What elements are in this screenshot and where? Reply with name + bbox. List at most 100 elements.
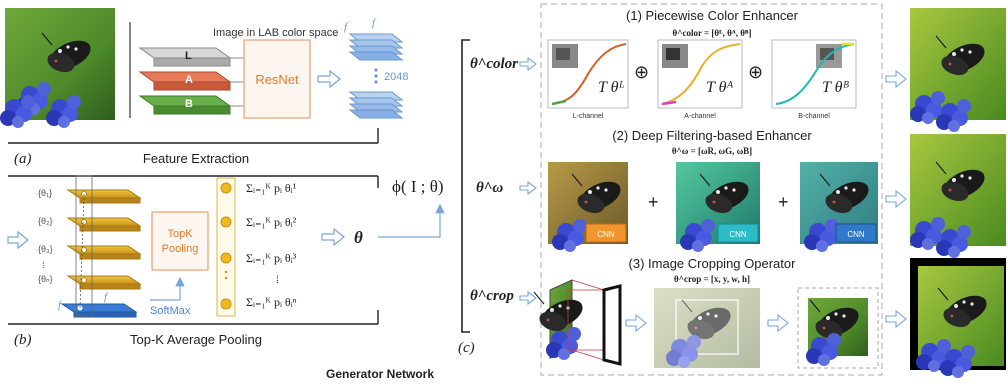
section2-title: (2) Deep Filtering-based Enhancer [612,128,812,143]
curve-t-a: T θᴬ [706,79,733,96]
pooled-vector [216,177,236,317]
channel-label-a: A [185,74,193,86]
arrow-color [519,56,537,72]
plus-2: + [778,192,789,212]
pooled-dot-n [220,298,232,310]
arrow-out-1 [885,69,907,89]
pooling-window [75,175,93,317]
arrow-crop-out [767,313,789,333]
filter-image-b: CNN [800,162,878,252]
cropped-result [797,287,879,369]
theta-output: θ [354,228,363,247]
slab-dim-f1: f [58,299,63,311]
output-image-3 [910,258,1006,378]
panel-c: (c) θ^color θ^ω θ^crop (1) Piecewise Col… [458,3,1006,378]
channel-slab-b: B [138,95,232,115]
channel-label-l: L [185,50,192,62]
cnn-label-r: CNN [597,230,615,239]
section1-title: (1) Piecewise Color Enhancer [626,8,799,23]
curve-t-l: T θᴸ [598,79,625,96]
pooling-column [79,193,85,309]
panel-b: {θ₁} {θ₂} {θ₃} ⁞ {θₙ} [7,175,379,348]
plus-1: + [648,192,659,212]
topk-line2: Pooling [162,243,199,255]
curve-plot-a: T θᴬ A-channel [657,39,743,120]
panel-a: Image in LAB color space L A B ResNet [0,8,408,167]
center-link: ϕ( I ; θ) Generator Network [326,177,445,381]
curve-label-b: B-channel [798,113,830,120]
theta-label-2: {θ₂} [38,216,53,226]
arrow-theta-to-phi [378,203,445,238]
slab-dim-f2: f [104,291,109,303]
arrow-crop-mid [625,313,647,333]
softmax-label: SoftMax [150,305,191,317]
theta-omega-label: θ^ω [476,180,503,196]
resnet-box [243,39,311,119]
topk-pooling-box [151,211,209,271]
panel-a-caption: Feature Extraction [143,151,249,166]
panel-b-caption: Top-K Average Pooling [130,332,262,347]
curve-t-b: T θᴮ [822,79,849,96]
slab-1 [66,189,142,204]
sum-1: Σᵢ₌₁ᴷ pᵢ θᵢ¹ [246,181,297,195]
panel-c-bracket [461,39,470,333]
pooled-dot-2 [220,216,232,228]
output-image-2 [910,134,1006,258]
panel-a-letter: (a) [14,151,32,167]
theta-label-3: {θ₃} [38,244,53,254]
pooled-ellipsis-2 [224,276,228,280]
panel-b-letter: (b) [14,332,32,348]
channel-label-b: B [185,98,193,110]
sum-n: Σᵢ₌₁ᴷ pᵢ θᵢⁿ [246,295,297,309]
cnn-label-b: CNN [847,230,865,239]
feature-count: 2048 [384,71,408,83]
sum-3: Σᵢ₌₁ᴷ pᵢ θᵢ³ [246,251,297,265]
topk-line1: TopK [167,228,193,240]
panel-c-letter: (c) [458,340,475,356]
slab-n [66,275,142,290]
arrow-out-3 [885,309,907,329]
resnet-label: ResNet [255,72,299,87]
arrow-crop [519,290,537,306]
operators-frame [540,3,883,376]
section3-formula: θ^crop = [x, y, w, h] [674,274,750,284]
arrow-to-theta [321,227,345,247]
theta-crop-label: θ^crop [470,288,514,304]
oplus-1: ⊕ [634,62,649,82]
slab-3 [66,245,142,260]
cnn-box-b [835,223,877,243]
cnn-box-r [585,223,627,243]
feature-dim-f1: f [344,21,349,33]
arrow-to-features [317,69,341,89]
feature-stack [348,33,404,119]
sum-2: Σᵢ₌₁ᴷ pᵢ θᵢ² [246,215,297,229]
pooled-dot-3 [220,252,232,264]
theta-color-label: θ^color [470,56,518,72]
sum-ellipsis: ⁞ [276,275,279,286]
pooled-ellipsis-1 [224,270,228,274]
channel-slab-a: A [138,71,232,91]
arrow-out-2 [885,189,907,209]
theta-label-1: {θ₁} [38,188,52,198]
colorspace-label: Image in LAB color space [213,27,338,39]
curve-plot-l: T θᴸ L-channel [547,39,629,120]
output-image-1 [910,8,1006,132]
curve-label-a: A-channel [684,113,716,120]
curve-label-l: L-channel [573,113,604,120]
section3-title: (3) Image Cropping Operator [629,256,797,271]
filter-image-g: CNN [676,162,760,252]
arrow-into-pooling [7,230,29,250]
section2-formula: θ^ω = [ωR, ωG, ωB] [672,146,752,156]
filter-image-r: CNN [548,162,628,252]
slab-2 [66,217,142,232]
feature-dim-f2: f [372,17,377,29]
curve-plot-b: T θᴮ B-channel [771,39,857,120]
oplus-2: ⊕ [748,62,763,82]
pooled-dot-1 [220,182,232,194]
input-image-a [0,8,115,128]
section1-formula: θ^color = [θᴸ, θᴬ, θᴮ] [673,28,752,38]
arrow-filter [519,180,537,196]
phi-label: ϕ( I ; θ) [392,177,444,196]
theta-label-n: {θₙ} [38,274,53,284]
